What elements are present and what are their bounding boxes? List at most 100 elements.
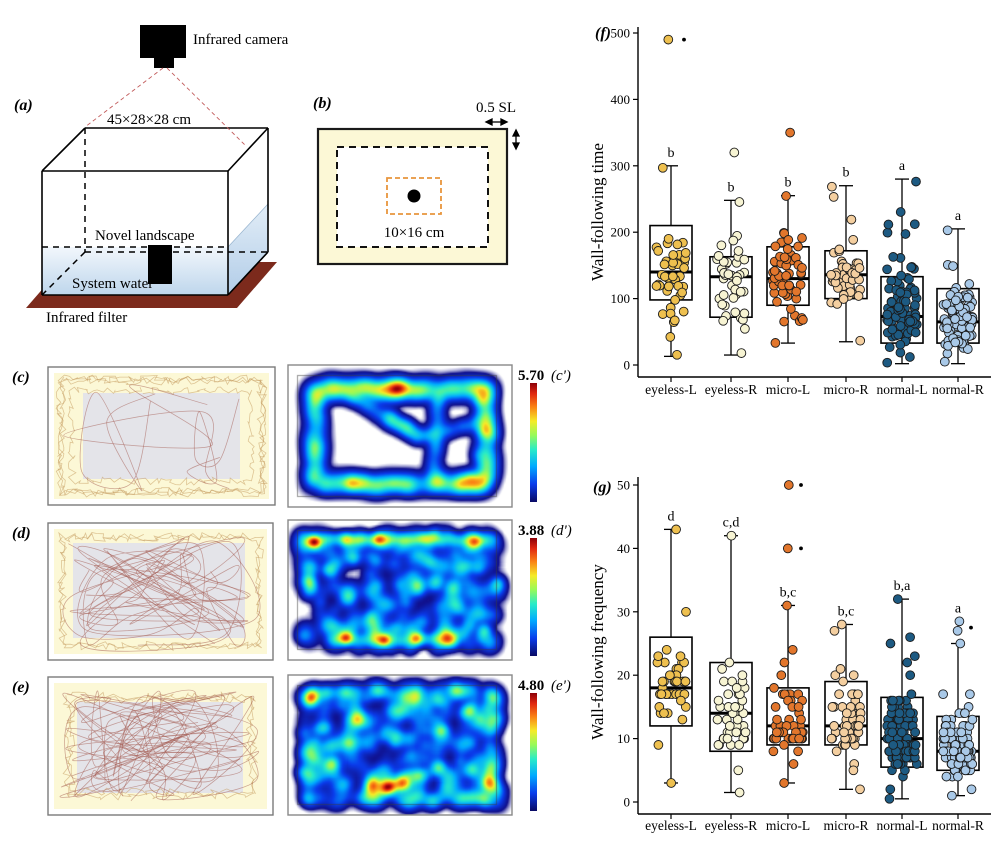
data-point <box>736 348 747 358</box>
data-point <box>772 714 782 725</box>
data-point <box>659 259 670 270</box>
data-point <box>896 727 907 738</box>
significance-letter: d <box>668 509 675 524</box>
data-point <box>882 309 893 320</box>
data-point <box>657 676 668 687</box>
box <box>649 636 693 727</box>
y-tick-label: 400 <box>611 92 631 107</box>
data-point <box>770 338 781 348</box>
data-point <box>887 324 898 335</box>
data-point <box>672 239 683 250</box>
data-point <box>796 714 806 725</box>
category-label: micro-L <box>766 382 810 397</box>
swim-trace <box>61 704 250 798</box>
data-point <box>848 765 859 776</box>
data-point <box>732 275 742 286</box>
data-point <box>680 248 691 258</box>
data-point <box>668 271 678 282</box>
data-point <box>882 227 893 238</box>
data-point <box>886 297 897 307</box>
data-point <box>779 316 789 327</box>
data-point <box>794 733 804 744</box>
data-point <box>827 702 838 712</box>
data-point <box>835 664 846 674</box>
outlier-flag-dot <box>799 483 803 487</box>
data-point <box>722 733 733 744</box>
data-point <box>906 689 917 700</box>
heatmap-frame-d-prime <box>287 519 513 661</box>
data-point <box>793 702 804 712</box>
significance-letter: c,d <box>723 516 740 531</box>
panel-d-label: (d) <box>12 525 31 542</box>
data-point <box>947 305 957 316</box>
data-point <box>783 235 794 245</box>
data-point <box>829 625 840 636</box>
panel-e-label: (e) <box>12 679 30 696</box>
data-point <box>733 246 744 256</box>
data-point <box>950 295 961 306</box>
panel-a-label: (a) <box>14 97 33 114</box>
data-point <box>831 746 842 757</box>
y-tick-label: 10 <box>617 731 630 746</box>
data-point <box>679 263 689 273</box>
data-point <box>967 714 978 725</box>
data-point <box>846 214 857 225</box>
data-point <box>896 270 906 281</box>
panel-b-arena: (b) 0.5 SL 10×16 cm <box>313 95 521 266</box>
data-point <box>718 290 729 300</box>
data-point <box>670 295 680 305</box>
y-axis-title-g: Wall-following frequency <box>588 564 607 740</box>
trajectory-plot-e <box>54 683 267 809</box>
data-point <box>788 759 799 769</box>
data-point <box>665 670 675 681</box>
data-point <box>665 332 676 342</box>
data-point <box>950 314 960 324</box>
colorbar-d-prime <box>530 538 537 656</box>
y-tick-label: 500 <box>611 26 631 41</box>
data-point <box>950 337 961 348</box>
data-point <box>666 778 677 788</box>
panel-c-label: (c) <box>12 369 30 386</box>
center-zone-boundary <box>386 177 442 215</box>
data-point <box>895 321 906 331</box>
data-point <box>830 670 841 681</box>
outlier-point <box>729 147 740 158</box>
data-point <box>848 670 859 681</box>
tank-dimensions-label: 45×28×28 cm <box>107 112 191 128</box>
data-point <box>909 651 920 662</box>
significance-letter: a <box>955 601 962 616</box>
data-point <box>960 765 971 776</box>
wall-trace <box>57 376 265 497</box>
data-point <box>895 207 906 217</box>
data-point <box>855 784 865 795</box>
data-point <box>779 778 789 788</box>
category-label: eyeless-R <box>705 382 757 397</box>
data-point <box>723 269 734 280</box>
data-point <box>724 721 735 731</box>
data-point <box>659 708 669 719</box>
outlier-point <box>954 616 965 627</box>
system-water-label: System water <box>72 276 153 292</box>
data-point <box>893 329 904 340</box>
panel-a-schematic: (a) Infrared camera 45×28×28 cm Novel la… <box>14 25 289 326</box>
data-point <box>900 229 911 239</box>
heatmap-d-prime <box>288 520 512 660</box>
colorbar-e-prime <box>530 693 537 811</box>
data-point <box>782 244 793 254</box>
data-point <box>782 600 792 611</box>
data-point <box>651 281 662 291</box>
data-point <box>964 279 975 289</box>
outlier-point <box>663 34 674 45</box>
outlier-point <box>782 543 793 554</box>
data-point <box>827 181 837 192</box>
data-point <box>716 240 727 251</box>
data-point <box>717 299 728 310</box>
data-point <box>834 689 844 700</box>
data-point <box>733 765 744 776</box>
data-point <box>941 299 952 309</box>
y-tick-label: 300 <box>611 158 631 173</box>
data-point <box>965 689 975 700</box>
infrared-camera-icon <box>140 25 186 58</box>
novel-landscape-label: Novel landscape <box>95 228 195 244</box>
panel-g-label: (g) <box>593 479 612 496</box>
